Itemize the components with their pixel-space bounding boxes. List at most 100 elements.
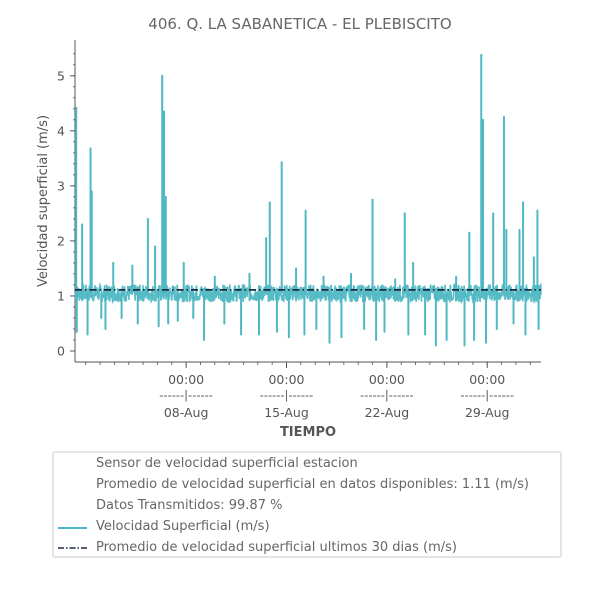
x-tick-date: 22-Aug	[365, 405, 410, 420]
velocity-point	[434, 344, 437, 347]
velocity-point	[424, 333, 427, 336]
velocity-point	[275, 330, 278, 333]
x-tick-time: 00:00	[268, 372, 304, 387]
velocity-point	[161, 74, 164, 77]
x-axis-label: TIEMPO	[280, 425, 336, 440]
legend-info-row: Promedio de velocidad superficial en dat…	[54, 475, 560, 496]
velocity-point	[412, 261, 415, 264]
velocity-point	[375, 338, 378, 341]
velocity-point	[90, 190, 93, 193]
y-tick-label: 2	[57, 233, 65, 248]
x-tick-separator: ------|------	[159, 388, 213, 402]
velocity-point	[473, 338, 476, 341]
velocity-point	[164, 195, 167, 198]
velocity-point	[182, 261, 185, 264]
velocity-point	[163, 110, 166, 113]
chart-title: 406. Q. LA SABANETICA - EL PLEBISCITO	[148, 15, 452, 33]
velocity-point	[268, 201, 271, 204]
velocity-point	[315, 327, 318, 330]
legend-sensor-text: Sensor de velocidad superficial estacion	[96, 456, 358, 471]
velocity-point	[192, 316, 195, 319]
velocity-point	[468, 231, 471, 234]
velocity-point	[522, 201, 525, 204]
velocity-point	[328, 341, 331, 344]
velocity-point	[89, 147, 92, 150]
velocity-point	[304, 209, 307, 212]
y-tick-label: 5	[57, 68, 65, 83]
velocity-point	[480, 53, 483, 56]
velocity-point	[463, 344, 466, 347]
velocity-point	[295, 267, 298, 270]
velocity-point	[248, 272, 251, 275]
y-tick-label: 0	[57, 343, 65, 358]
velocity-point	[394, 278, 397, 281]
velocity-point	[532, 256, 535, 259]
velocity-point	[445, 338, 448, 341]
velocity-point	[518, 228, 521, 231]
velocity-point	[176, 319, 179, 322]
velocity-point	[223, 322, 226, 325]
velocity-point	[502, 116, 505, 119]
x-tick-separator: ------|------	[360, 388, 414, 402]
velocity-point	[524, 333, 527, 336]
velocity-point	[120, 316, 123, 319]
velocity-point	[495, 327, 498, 330]
velocity-point	[100, 316, 103, 319]
velocity-point	[86, 333, 89, 336]
velocity-point	[383, 330, 386, 333]
velocity-point	[350, 272, 353, 275]
velocity-point	[403, 212, 406, 215]
x-tick-separator: ------|------	[460, 388, 514, 402]
legend-series-average: Promedio de velocidad superficial ultimo…	[54, 538, 560, 559]
velocity-point	[265, 237, 268, 240]
velocity-point	[104, 327, 107, 330]
chart-legend: Sensor de velocidad superficial estacion…	[52, 451, 562, 558]
velocity-point	[537, 327, 540, 330]
legend-velocity-label: Velocidad Superficial (m/s)	[96, 519, 270, 534]
velocity-point	[258, 333, 261, 336]
velocity-point	[81, 223, 84, 226]
legend-series-velocity: Velocidad Superficial (m/s)	[54, 517, 560, 538]
x-tick-time: 00:00	[168, 372, 204, 387]
velocity-point	[303, 333, 306, 336]
velocity-point	[485, 341, 488, 344]
x-tick-date: 29-Aug	[465, 405, 510, 420]
legend-transmitted-text: Datos Transmitidos: 99.87 %	[96, 498, 283, 513]
velocity-point	[371, 198, 374, 201]
velocity-point	[322, 275, 325, 278]
y-tick-label: 3	[57, 178, 65, 193]
velocity-point	[340, 336, 343, 339]
velocity-point	[280, 161, 283, 164]
velocity-point	[363, 327, 366, 330]
velocity-point	[407, 333, 410, 336]
x-tick-separator: ------|------	[260, 388, 314, 402]
legend-average-swatch	[58, 547, 87, 549]
velocity-point	[505, 228, 508, 231]
velocity-point	[112, 261, 115, 264]
y-tick-label: 4	[57, 123, 65, 138]
x-tick-time: 00:00	[469, 372, 505, 387]
legend-info-row: Datos Transmitidos: 99.87 %	[54, 496, 560, 517]
velocity-point	[157, 325, 160, 328]
velocity-point	[536, 209, 539, 212]
x-tick-date: 15-Aug	[264, 405, 309, 420]
velocity-point	[287, 336, 290, 339]
legend-average-text: Promedio de velocidad superficial en dat…	[96, 477, 529, 492]
velocity-point	[482, 118, 485, 121]
velocity-series-noise	[74, 281, 542, 305]
velocity-point	[455, 275, 458, 278]
chart-plot-area: 01234500:00------|------08-Aug00:00-----…	[36, 40, 542, 440]
velocity-point	[203, 338, 206, 341]
legend-velocity-swatch	[58, 527, 87, 529]
legend-average-label: Promedio de velocidad superficial ultimo…	[96, 540, 457, 555]
x-tick-time: 00:00	[369, 372, 405, 387]
velocity-point	[131, 264, 134, 267]
velocity-point	[512, 322, 515, 325]
y-axis-label: Velocidad superficial (m/s)	[36, 115, 51, 287]
velocity-point	[154, 245, 157, 248]
velocity-point	[213, 275, 216, 278]
velocity-point	[240, 333, 243, 336]
velocity-point	[492, 212, 495, 215]
velocity-point	[136, 322, 139, 325]
velocity-point	[146, 217, 149, 220]
